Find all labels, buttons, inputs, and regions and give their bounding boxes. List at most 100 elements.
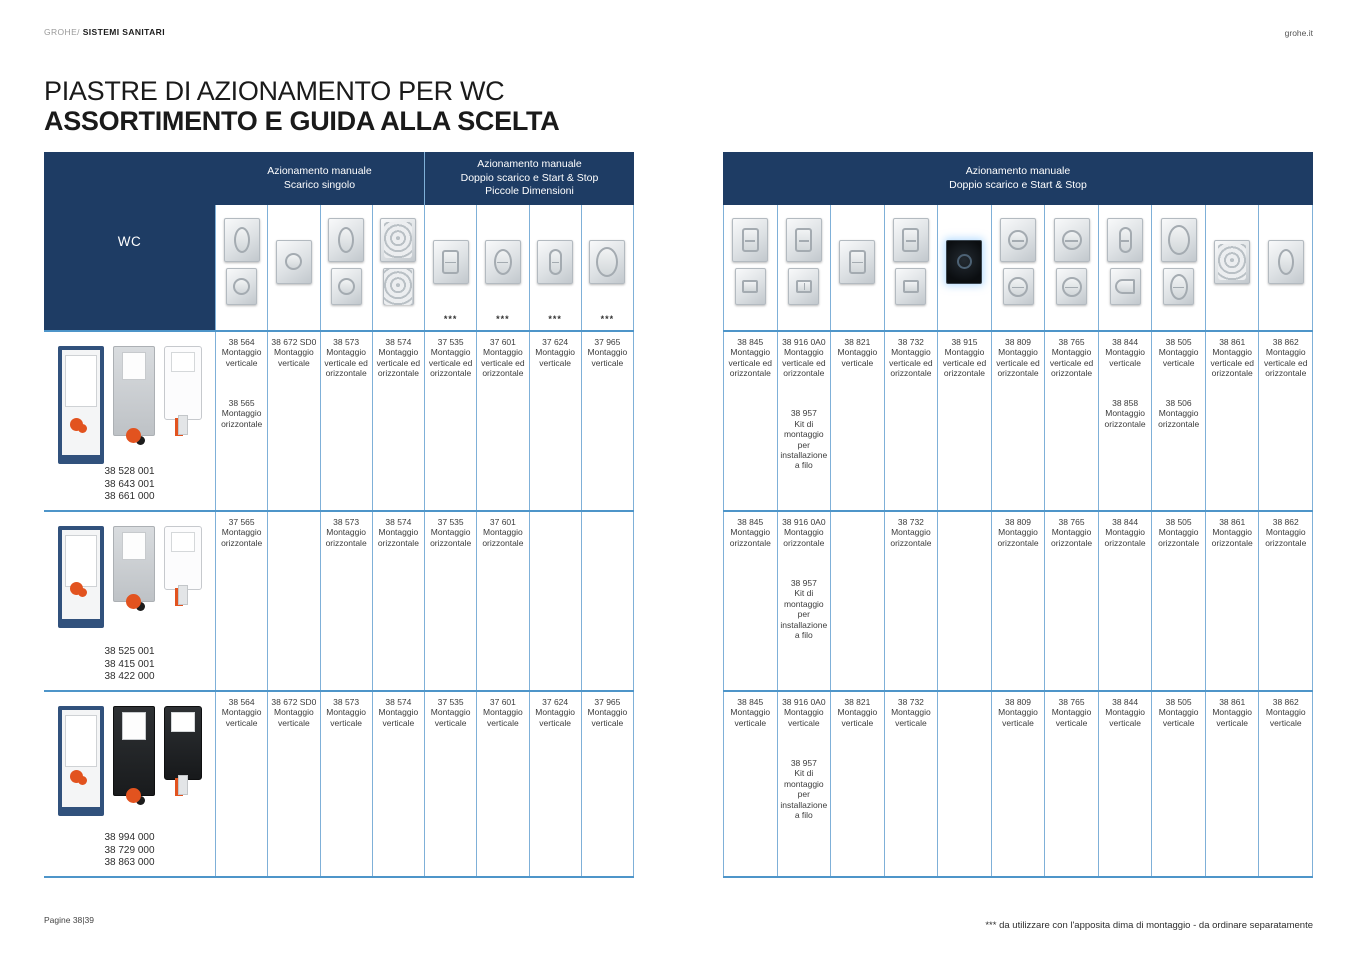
- entry-note: Montaggio verticale: [221, 347, 262, 368]
- plate-code-cell: 38 809 Montaggio verticale ed orizzontale: [990, 332, 1045, 510]
- product-entry: 38 845 Montaggio orizzontale: [726, 517, 775, 548]
- entry-code: 38 858: [1112, 398, 1139, 409]
- entry-code: 37 535: [437, 337, 464, 347]
- entry-code: 38 672 SD0: [271, 337, 317, 347]
- column-group-row: Azionamento manuale Scarico singolo Azion…: [215, 152, 634, 205]
- table-header: Azionamento manuale Doppio scarico e Sta…: [723, 152, 1314, 330]
- plate-column: [1258, 205, 1314, 330]
- plate-code-cell: 38 564 Montaggio verticale: [215, 692, 267, 876]
- plate-code-cell: 38 505 Montaggio orizzontale: [1151, 512, 1205, 690]
- product-cell: 38 994 000 38 729 000 38 863 000: [44, 692, 215, 876]
- plate-code-cell: 38 845 Montaggio orizzontale: [723, 512, 777, 690]
- plate-image-row: *** *** *** ***: [215, 205, 634, 330]
- plate-column: ***: [580, 205, 634, 330]
- entry-code: 37 601: [489, 517, 516, 527]
- plate-split-round-image: [1002, 268, 1034, 305]
- cistern-image: [112, 526, 155, 609]
- plate-column: [883, 205, 938, 330]
- entry-code: 38 844: [1112, 337, 1139, 347]
- product-entry: 38 573 Montaggio verticale: [323, 697, 370, 728]
- plate-button-shape: [795, 228, 813, 252]
- plate-code-cell: 38 861 Montaggio orizzontale: [1204, 512, 1259, 690]
- entry-note: Montaggio verticale: [1051, 707, 1092, 728]
- product-entry: 37 535 Montaggio verticale ed orizzontale: [427, 337, 474, 378]
- plate-button-shape: [442, 249, 460, 274]
- entry-code: 37 965: [594, 337, 621, 347]
- row-cells: 38 564 Montaggio verticale 38 672 SD0 Monta…: [215, 692, 634, 876]
- entry-note: Montaggio verticale: [783, 707, 824, 728]
- entry-note: Montaggio verticale: [535, 707, 575, 728]
- table-row: 38 845 Montaggio verticale ed orizzontale…: [723, 330, 1314, 510]
- entry-note: Montaggio verticale: [1265, 707, 1306, 728]
- plate-column: [830, 205, 884, 330]
- row-cells: 38 845 Montaggio verticale ed orizzontale…: [723, 332, 1314, 510]
- entry-code: 37 601: [489, 697, 516, 707]
- plate-code-cell: 38 574 Montaggio verticale: [371, 692, 424, 876]
- plate-code-cell: 38 732 Montaggio verticale ed orizzontale: [883, 332, 938, 510]
- entry-note: Montaggio verticale: [1105, 707, 1145, 728]
- plate-column: [1204, 205, 1259, 330]
- plate-column: ***: [424, 205, 476, 330]
- plate-pill-image: [1107, 218, 1144, 262]
- entry-note: Montaggio orizzontale: [783, 527, 825, 548]
- product-entry: 38 916 0A0 Montaggio verticale: [780, 697, 829, 728]
- entry-note: Montaggio verticale: [535, 347, 575, 368]
- plate-stack: [484, 205, 521, 314]
- product-code: 38 994 000: [104, 832, 155, 844]
- entry-note: Montaggio orizzontale: [1158, 527, 1200, 548]
- product-entry: 37 565 Montaggio orizzontale: [218, 517, 265, 548]
- plate-button-shape: [1061, 230, 1082, 250]
- plate-code-cell: 38 574 Montaggio orizzontale: [371, 512, 424, 690]
- entry-note: Montaggio verticale: [326, 707, 366, 728]
- entry-code: 37 965: [594, 697, 621, 707]
- product-entry: 38 862 Montaggio orizzontale: [1261, 517, 1310, 548]
- row-cells: 37 565 Montaggio orizzontale 38 573 Montagg…: [215, 512, 634, 690]
- plate-stack: [380, 205, 417, 314]
- entry-note: Montaggio orizzontale: [325, 527, 367, 548]
- cistern-image: [163, 346, 202, 435]
- entry-note: Montaggio orizzontale: [1158, 408, 1200, 429]
- cistern-image: [57, 526, 104, 628]
- plate-code-cell: 38 844 Montaggio orizzontale: [1097, 512, 1152, 690]
- plate-column: [1151, 205, 1205, 330]
- plate-rect-image: [732, 218, 769, 262]
- entry-note: Montaggio verticale ed orizzontale: [376, 347, 421, 379]
- entry-note: Montaggio orizzontale: [1104, 408, 1146, 429]
- right-selection-table: Azionamento manuale Doppio scarico e Sta…: [723, 152, 1314, 878]
- website-url: grohe.it: [1284, 28, 1313, 38]
- product-entry: 38 862 Montaggio verticale ed orizzontale: [1261, 337, 1310, 378]
- plate-code-cell: 38 765 Montaggio verticale ed orizzontale: [1044, 332, 1098, 510]
- plate-column: ***: [528, 205, 581, 330]
- product-cell: 38 528 001 38 643 001 38 661 000: [44, 332, 215, 510]
- entry-note: Montaggio orizzontale: [1211, 527, 1253, 548]
- entry-code: 38 565: [228, 398, 255, 409]
- product-entry: 37 535 Montaggio verticale: [427, 697, 474, 728]
- product-code: 38 528 001: [104, 466, 155, 478]
- plate-stack: [946, 205, 983, 314]
- entry-code: 38 916 0A0: [782, 697, 826, 707]
- entry-code: 38 862: [1272, 337, 1299, 347]
- header-columns-area: Azionamento manuale Scarico singolo Azion…: [215, 152, 634, 330]
- entry-code: 38 809: [1005, 697, 1031, 707]
- entry-code: 38 861: [1219, 517, 1246, 527]
- entry-note: Montaggio verticale ed orizzontale: [1264, 347, 1308, 379]
- plate-code-cell: 38 672 SD0 Montaggio verticale: [267, 692, 319, 876]
- plate-oval-image: [223, 218, 260, 262]
- entry-code: 38 916 0A0: [782, 337, 826, 347]
- product-entry: 38 565 Montaggio orizzontale: [218, 398, 265, 429]
- separate-order-mark: ***: [496, 314, 510, 324]
- plate-swirl-image: [382, 268, 414, 305]
- entry-note: Montaggio verticale ed orizzontale: [1210, 347, 1254, 379]
- plate-stack: [223, 205, 260, 314]
- product-entry: 38 957 Kit di montaggio per installazione…: [780, 578, 829, 640]
- entry-note: Montaggio verticale ed orizzontale: [942, 347, 987, 379]
- product-entry: 38 858 Montaggio orizzontale: [1101, 398, 1150, 429]
- entry-code: 37 601: [489, 337, 516, 347]
- product-entry: 38 505 Montaggio verticale: [1154, 697, 1203, 728]
- plate-code-cell: 38 861 Montaggio verticale: [1204, 692, 1259, 876]
- product-entry: 38 574 Montaggio verticale ed orizzontale: [375, 337, 422, 378]
- plate-round-image: [330, 268, 362, 305]
- plate-stack: [275, 205, 312, 314]
- cistern-images: [44, 512, 215, 646]
